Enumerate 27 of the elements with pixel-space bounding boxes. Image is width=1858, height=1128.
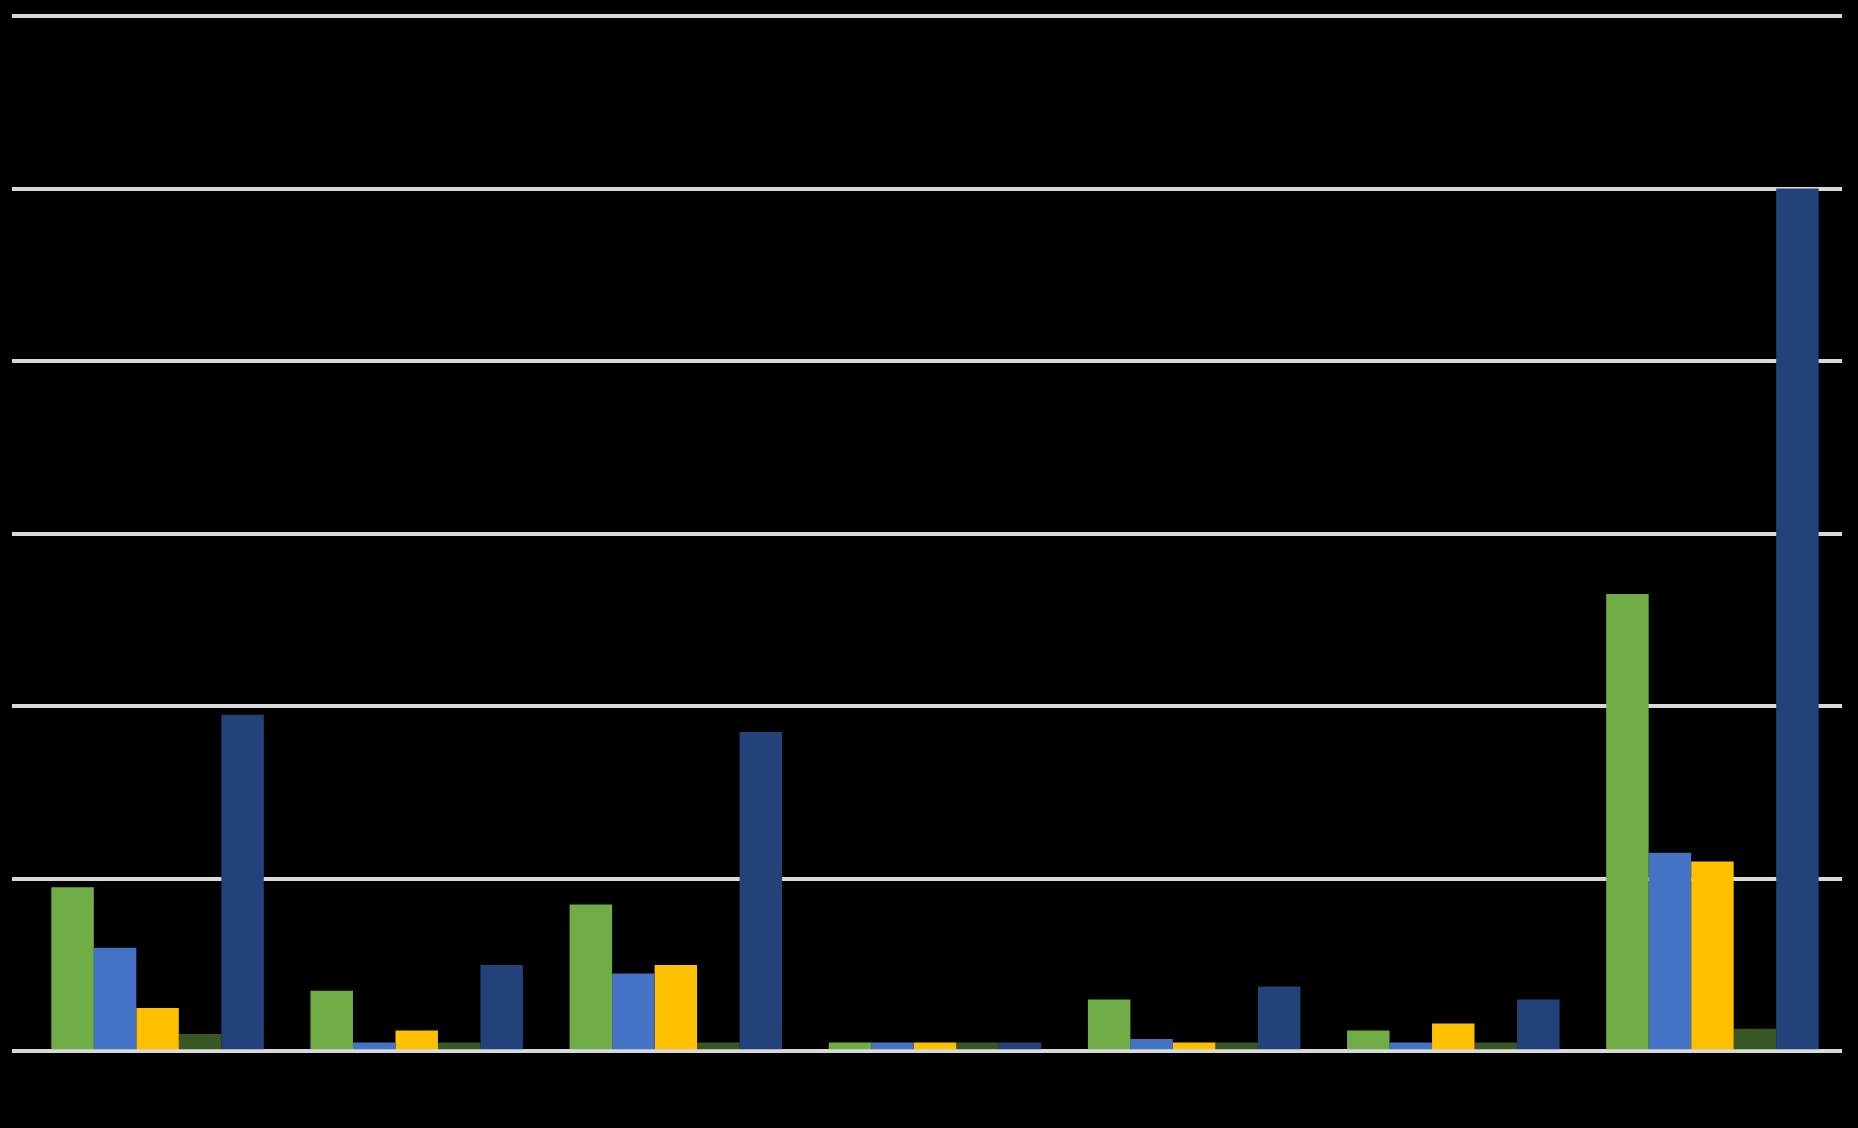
bar <box>1347 1030 1390 1050</box>
bar <box>310 990 353 1050</box>
bar <box>1648 852 1692 1050</box>
bar <box>178 1033 222 1050</box>
bar <box>612 973 655 1050</box>
bar <box>1691 861 1734 1050</box>
bar <box>1087 999 1131 1050</box>
bar <box>1517 999 1560 1050</box>
bar <box>51 887 94 1050</box>
bar <box>1733 1028 1777 1050</box>
bar <box>136 1008 179 1050</box>
bar <box>1776 188 1819 1050</box>
bar <box>1432 1023 1475 1050</box>
bar <box>739 732 783 1050</box>
bar <box>1257 986 1301 1050</box>
bar <box>1215 1042 1258 1050</box>
bar <box>654 964 698 1050</box>
bar <box>480 964 523 1050</box>
bar <box>1606 593 1649 1050</box>
bar <box>956 1042 999 1050</box>
bar <box>697 1042 740 1050</box>
bar <box>93 947 137 1050</box>
bar <box>1130 1039 1173 1050</box>
bar <box>569 904 613 1050</box>
bar <box>221 714 264 1050</box>
bar <box>871 1042 914 1050</box>
bar <box>395 1030 438 1050</box>
